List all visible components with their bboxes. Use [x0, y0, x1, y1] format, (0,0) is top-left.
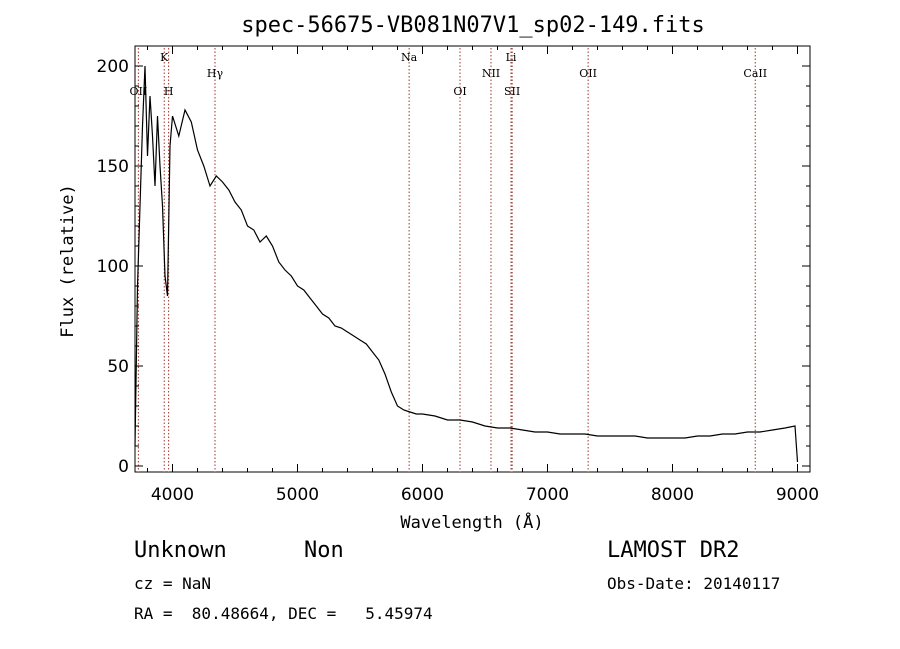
line-marker-label: CaII — [743, 67, 767, 80]
x-tick-label: 8000 — [651, 485, 694, 505]
x-axis-label: Wavelength (Å) — [400, 511, 543, 533]
x-tick-label: 4000 — [151, 485, 194, 505]
y-tick-label: 100 — [97, 257, 129, 277]
redshift-value: cz = NaN — [134, 574, 212, 593]
plot-area: OII K H Hγ Na OI NII Li SII OII CaII — [130, 45, 811, 473]
x-tick-label: 5000 — [276, 485, 319, 505]
y-axis: 0 50 100 150 200 — [97, 57, 810, 477]
plot-frame — [134, 45, 811, 473]
line-marker-label: OII — [130, 85, 148, 98]
line-marker-label: Na — [401, 51, 418, 64]
x-tick-label: 6000 — [401, 485, 444, 505]
spectral-subclass: Non — [304, 538, 344, 563]
spectral-class: Unknown — [134, 538, 227, 563]
y-tick-label: 0 — [118, 457, 129, 477]
line-marker-label: Li — [506, 51, 517, 64]
chart-title: spec-56675-VB081N07V1_sp02-149.fits — [241, 13, 705, 38]
spectrum-line — [134, 65, 799, 463]
line-marker-label: OII — [579, 67, 597, 80]
x-tick-label: 9000 — [776, 485, 819, 505]
line-marker-label: OI — [453, 85, 466, 98]
y-tick-label: 200 — [97, 57, 129, 77]
line-marker-label: NII — [482, 67, 500, 80]
observation-date: Obs-Date: 20140117 — [607, 574, 781, 593]
survey-name: LAMOST DR2 — [607, 538, 740, 563]
line-marker-label: Hγ — [207, 67, 224, 80]
y-tick-label: 50 — [107, 357, 129, 377]
x-tick-label: 7000 — [526, 485, 569, 505]
y-tick-label: 150 — [97, 157, 129, 177]
line-marker-label: SII — [504, 85, 520, 98]
line-marker-label: H — [164, 85, 174, 98]
line-marker-label: K — [160, 51, 169, 64]
y-axis-label: Flux (relative) — [58, 184, 78, 338]
coordinates: RA = 80.48664, DEC = 5.45974 — [134, 604, 433, 623]
x-axis: 4000 5000 6000 7000 8000 9000 — [147, 46, 819, 505]
